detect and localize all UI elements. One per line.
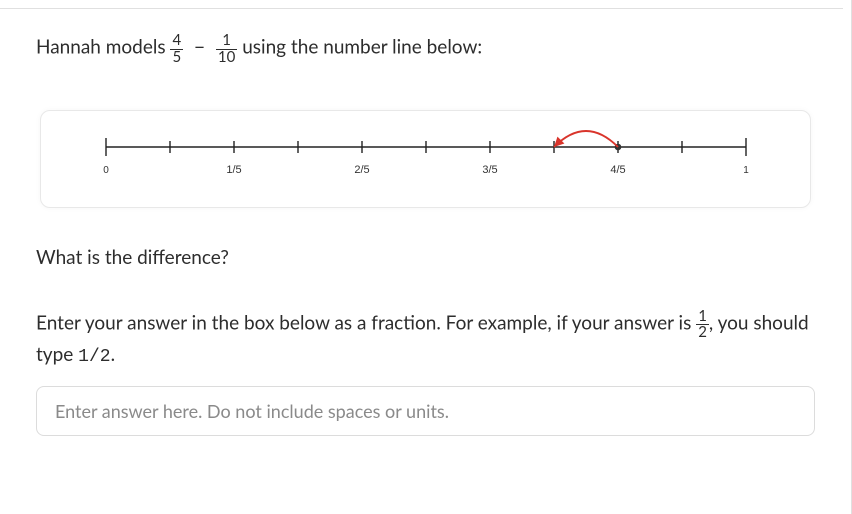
answer-input[interactable]	[36, 386, 815, 436]
numberline-jump-arc	[554, 131, 618, 147]
fraction-4-5-den: 5	[170, 50, 183, 66]
instr-after-typed: .	[111, 343, 115, 366]
tick-label-0: 0	[103, 165, 109, 176]
instructions-text: Enter your answer in the box below as a …	[36, 309, 815, 371]
tick-label-4/5: 4/5	[610, 164, 625, 176]
tick-label-1: 1	[743, 165, 749, 176]
instr-prefix: Enter your answer in the box below as a …	[36, 311, 696, 334]
example-typed: 1/2	[78, 347, 110, 367]
problem-statement: Hannah models 4 5 − 1 10 using the numbe…	[36, 33, 815, 66]
minus-sign: −	[194, 34, 205, 63]
fraction-1-10-den: 10	[216, 50, 237, 66]
intro-suffix: using the number line below:	[242, 36, 482, 59]
intro-prefix: Hannah models	[36, 36, 170, 59]
page-container: Hannah models 4 5 − 1 10 using the numbe…	[0, 0, 852, 514]
content-area: Hannah models 4 5 − 1 10 using the numbe…	[0, 9, 851, 436]
tick-label-2/5: 2/5	[354, 164, 369, 176]
numberline-arrowhead	[554, 136, 564, 146]
example-fraction-den: 2	[696, 325, 709, 341]
numberline-svg: 0 1/5 2/5 3/5 4/5 1	[76, 129, 776, 185]
tick-label-1/5: 1/5	[226, 164, 241, 176]
example-fraction: 1 2	[696, 309, 709, 342]
tick-label-3/5: 3/5	[482, 164, 497, 176]
fraction-4-5: 4 5	[170, 33, 183, 66]
numberline-card: 0 1/5 2/5 3/5 4/5 1	[40, 110, 811, 208]
question-text: What is the difference?	[36, 246, 815, 269]
fraction-1-10: 1 10	[216, 33, 237, 66]
